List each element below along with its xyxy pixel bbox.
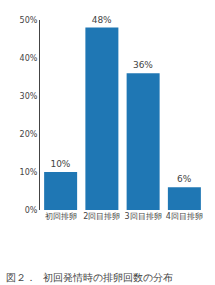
svg-text:3回目排卵: 3回目排卵 bbox=[125, 212, 162, 221]
svg-text:0%: 0% bbox=[25, 206, 38, 215]
svg-text:10%: 10% bbox=[50, 159, 70, 169]
svg-text:36%: 36% bbox=[133, 60, 153, 70]
svg-text:50%: 50% bbox=[20, 16, 38, 25]
svg-text:10%: 10% bbox=[20, 168, 38, 177]
svg-text:初回排卵: 初回排卵 bbox=[45, 212, 77, 221]
svg-text:4回目排卵: 4回目排卵 bbox=[166, 212, 203, 221]
svg-text:20%: 20% bbox=[20, 130, 38, 139]
svg-text:30%: 30% bbox=[20, 92, 38, 101]
svg-text:48%: 48% bbox=[92, 15, 112, 25]
svg-text:図２． 初回発情時の排卵回数の分布: 図２． 初回発情時の排卵回数の分布 bbox=[6, 272, 172, 283]
svg-text:40%: 40% bbox=[20, 54, 38, 63]
svg-text:6%: 6% bbox=[177, 174, 192, 184]
svg-text:2回目排卵: 2回目排卵 bbox=[83, 212, 120, 221]
